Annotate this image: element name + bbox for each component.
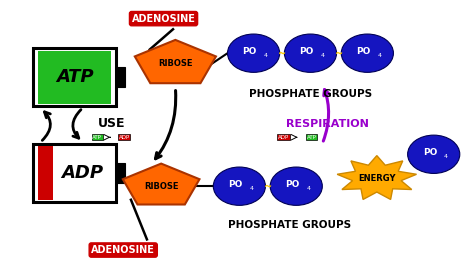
Ellipse shape — [213, 167, 265, 205]
Polygon shape — [337, 156, 417, 200]
Text: 4: 4 — [378, 53, 382, 58]
Text: PHOSPHATE GROUPS: PHOSPHATE GROUPS — [228, 220, 351, 230]
Text: 4: 4 — [321, 53, 325, 58]
Ellipse shape — [270, 167, 322, 205]
Text: ATP: ATP — [92, 135, 102, 140]
Text: ~: ~ — [264, 181, 272, 191]
Text: 4: 4 — [444, 155, 448, 159]
Text: RIBOSE: RIBOSE — [158, 59, 192, 68]
Text: ~: ~ — [278, 48, 286, 58]
Text: RESPIRATION: RESPIRATION — [286, 119, 368, 129]
Text: PO: PO — [356, 47, 371, 56]
Text: ATP: ATP — [56, 68, 93, 86]
Text: ATP: ATP — [307, 135, 316, 140]
Text: ~: ~ — [335, 48, 343, 58]
Ellipse shape — [341, 34, 393, 72]
Text: PO: PO — [285, 180, 300, 189]
FancyBboxPatch shape — [33, 144, 116, 202]
Text: ADP: ADP — [61, 164, 103, 182]
FancyBboxPatch shape — [38, 51, 111, 104]
Text: PHOSPHATE GROUPS: PHOSPHATE GROUPS — [249, 89, 372, 99]
FancyBboxPatch shape — [116, 163, 125, 183]
Text: ENERGY: ENERGY — [358, 174, 396, 183]
Text: PO: PO — [423, 148, 437, 157]
FancyBboxPatch shape — [38, 146, 53, 200]
Ellipse shape — [284, 34, 337, 72]
Text: PO: PO — [243, 47, 257, 56]
Text: PO: PO — [300, 47, 314, 56]
FancyBboxPatch shape — [116, 67, 125, 87]
Polygon shape — [123, 164, 200, 205]
Text: ADENOSINE: ADENOSINE — [91, 245, 155, 255]
Text: ADP: ADP — [278, 135, 289, 140]
Text: 4: 4 — [307, 186, 310, 191]
Text: ADENOSINE: ADENOSINE — [132, 14, 195, 24]
FancyBboxPatch shape — [33, 48, 116, 106]
Text: 4: 4 — [250, 186, 254, 191]
Ellipse shape — [228, 34, 280, 72]
Text: RIBOSE: RIBOSE — [144, 182, 178, 191]
Polygon shape — [135, 40, 216, 83]
Text: PO: PO — [228, 180, 243, 189]
Text: 4: 4 — [264, 53, 268, 58]
Text: USE: USE — [98, 117, 125, 130]
Text: ADP: ADP — [118, 135, 130, 140]
Ellipse shape — [408, 135, 460, 173]
